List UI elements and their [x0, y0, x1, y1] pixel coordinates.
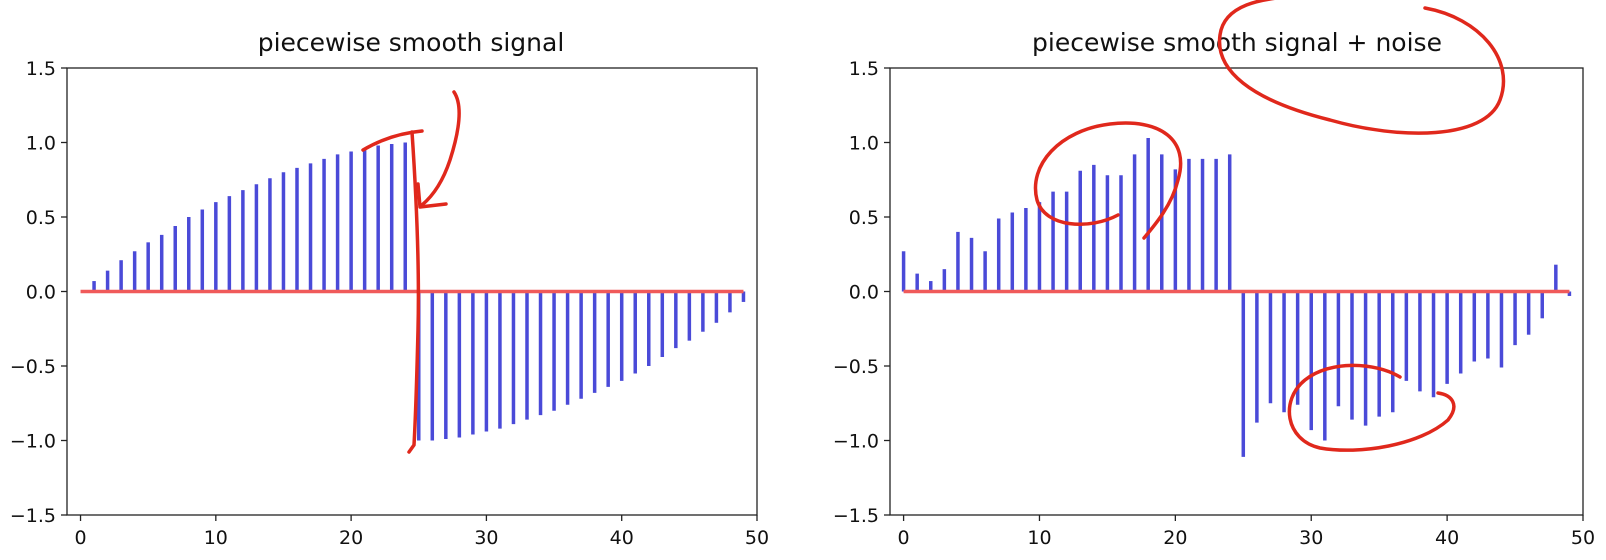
- y-tick-label: 0.0: [849, 282, 879, 304]
- x-tick-label: 0: [898, 527, 910, 549]
- hand-drawn-circle: [1287, 363, 1456, 452]
- x-tick-label: 40: [1435, 527, 1459, 549]
- hand-drawn-circle: [1217, 0, 1506, 135]
- y-tick-label: 0.5: [26, 207, 56, 229]
- y-tick-label: 1.0: [26, 133, 56, 155]
- x-tick-label: 10: [1027, 527, 1051, 549]
- y-tick-label: −1.5: [833, 505, 879, 527]
- chart-title: piecewise smooth signal: [258, 28, 565, 57]
- y-tick-label: −1.0: [833, 431, 879, 453]
- y-tick-label: 1.0: [849, 133, 879, 155]
- stem-group: [80, 142, 746, 441]
- y-tick-label: 1.5: [849, 58, 879, 80]
- hand-drawn-arrow: [416, 182, 448, 209]
- y-tick-label: −0.5: [10, 356, 56, 378]
- y-tick-label: −1.5: [10, 505, 56, 527]
- chart-panel-left: piecewise smooth signal 0 10 20 30 40 50 1.5 1.…: [10, 28, 769, 549]
- x-tick-label: 50: [1571, 527, 1595, 549]
- x-tick-label: 0: [74, 527, 86, 549]
- x-tick-label: 30: [474, 527, 498, 549]
- x-tick-label: 50: [745, 527, 769, 549]
- hand-drawn-circle: [1033, 121, 1183, 240]
- x-tick-label: 20: [1163, 527, 1187, 549]
- tick-group: 0 10 20 30 40 50 1.5 1.0 0.5 0.0 −0.5 −1.0 −1.5: [833, 58, 1595, 549]
- hand-drawn-arrow: [420, 90, 461, 207]
- hand-drawn-arrow: [407, 130, 421, 454]
- y-tick-label: −1.0: [10, 431, 56, 453]
- y-tick-label: 1.5: [26, 58, 56, 80]
- stem-group: [901, 138, 1572, 457]
- chart-panel-right: piecewise smooth signal + noise 0 10 20 30 4…: [833, 28, 1595, 549]
- x-tick-label: 20: [339, 527, 363, 549]
- y-tick-label: 0.0: [26, 282, 56, 304]
- y-tick-label: 0.5: [849, 207, 879, 229]
- x-tick-label: 30: [1299, 527, 1323, 549]
- y-tick-label: −0.5: [833, 356, 879, 378]
- x-tick-label: 10: [204, 527, 228, 549]
- chart-title: piecewise smooth signal + noise: [1032, 28, 1442, 57]
- hand-drawn-arrow: [361, 129, 424, 152]
- ink-annotations: [361, 0, 1506, 454]
- tick-group: 0 10 20 30 40 50 1.5 1.0 0.5 0.0 −0.5 −1.0 −1.5: [10, 58, 769, 549]
- x-tick-label: 40: [610, 527, 634, 549]
